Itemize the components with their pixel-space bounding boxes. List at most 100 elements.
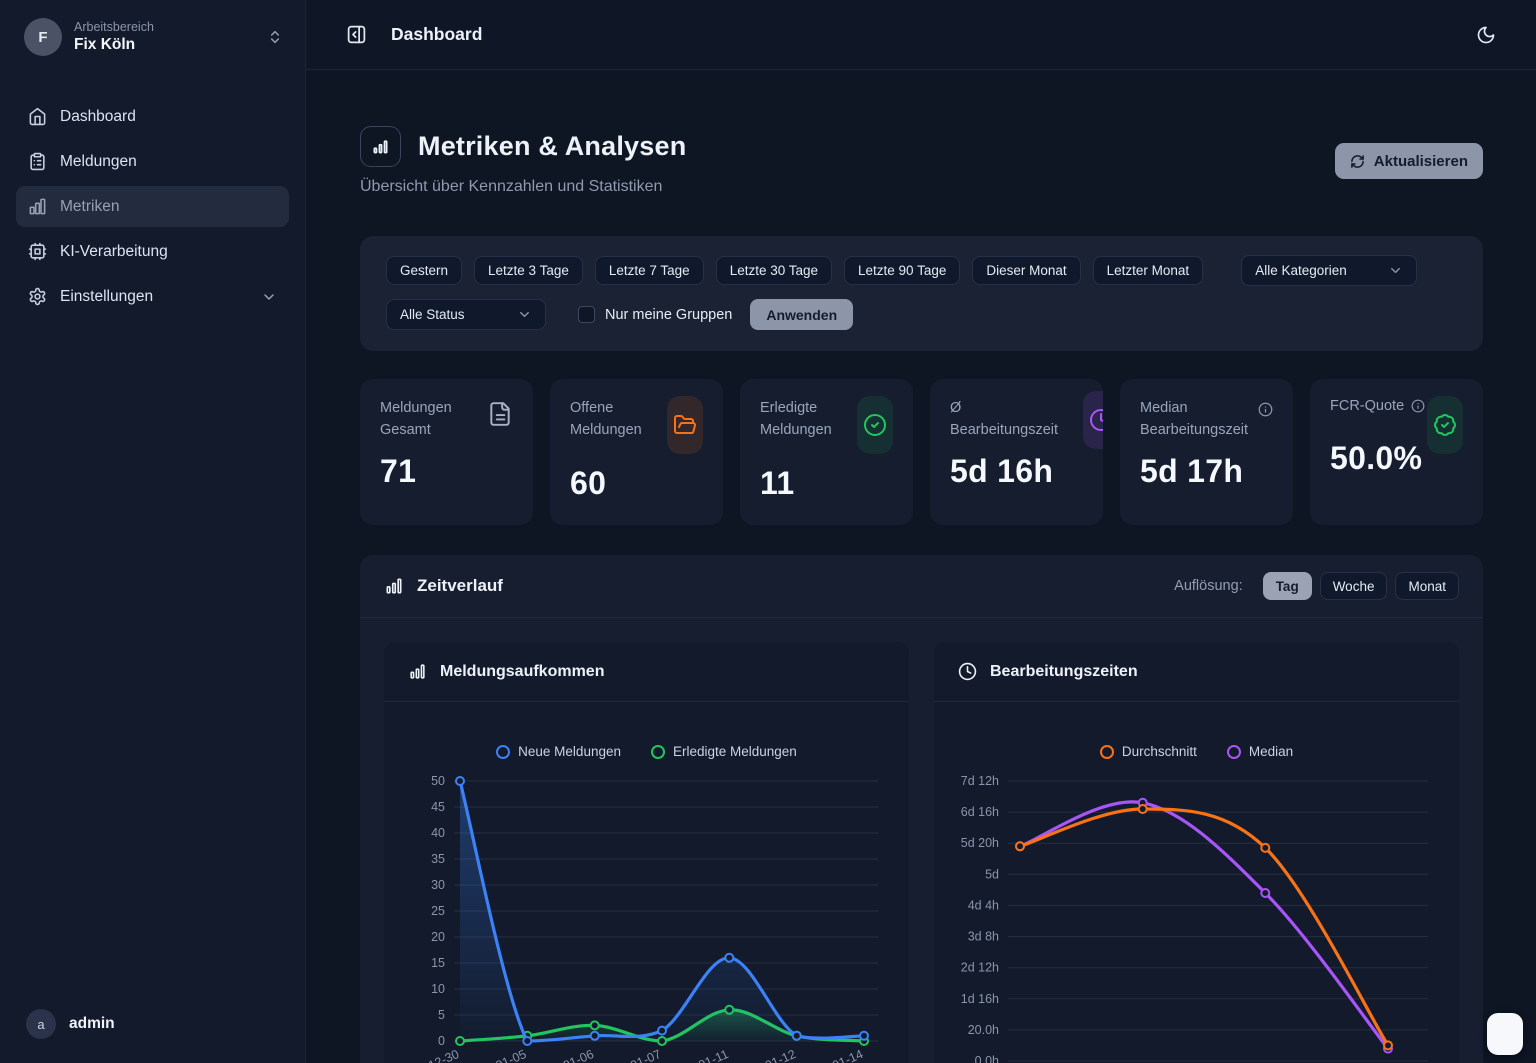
sidebar-item-label: Einstellungen: [60, 288, 153, 306]
svg-text:6d 16h: 6d 16h: [961, 805, 999, 819]
range-letzter-monat-button[interactable]: Letzter Monat: [1093, 256, 1204, 285]
workspace-avatar: F: [24, 18, 62, 56]
svg-text:2026-01-11: 2026-01-11: [667, 1047, 730, 1063]
user-menu[interactable]: a admin: [16, 1003, 289, 1045]
chevron-down-icon: [1388, 263, 1403, 278]
legend-item: Erledigte Meldungen: [651, 744, 797, 759]
workspace-name: Fix Köln: [74, 35, 255, 54]
stat-card-offene-meldungen: Offene Meldungen 60: [550, 379, 723, 525]
stat-label: Offene Meldungen: [570, 398, 667, 442]
filter-panel: Gestern Letzte 3 Tage Letzte 7 Tage Letz…: [360, 236, 1483, 351]
chart-card-meldungsaufkommen: Meldungsaufkommen Neue Meldungen Erledig…: [384, 642, 909, 1063]
svg-text:2d 12h: 2d 12h: [961, 961, 999, 975]
svg-text:7d 12h: 7d 12h: [961, 774, 999, 788]
svg-text:25: 25: [431, 904, 445, 918]
apply-button[interactable]: Anwenden: [750, 299, 853, 330]
user-avatar: a: [26, 1009, 56, 1039]
svg-text:15: 15: [431, 956, 445, 970]
category-select[interactable]: Alle Kategorien: [1241, 255, 1417, 286]
chart-title: Meldungsaufkommen: [440, 663, 604, 681]
range-dieser-monat-button[interactable]: Dieser Monat: [972, 256, 1080, 285]
svg-text:3d 8h: 3d 8h: [968, 930, 999, 944]
workspace-label: Arbeitsbereich: [74, 20, 255, 36]
my-groups-checkbox[interactable]: [578, 306, 595, 323]
svg-text:35: 35: [431, 852, 445, 866]
sidebar-item-einstellungen[interactable]: Einstellungen: [16, 276, 289, 317]
gear-icon: [28, 287, 47, 306]
dark-mode-toggle[interactable]: [1470, 19, 1502, 51]
folder-open-icon: [667, 396, 703, 454]
legend-marker: [651, 745, 665, 759]
range-letzte-7-tage-button[interactable]: Letzte 7 Tage: [595, 256, 704, 285]
legend-label: Neue Meldungen: [518, 744, 621, 759]
chart-legend: Durchschnitt Median: [950, 744, 1443, 759]
info-icon: [1258, 402, 1273, 417]
legend-label: Median: [1249, 744, 1293, 759]
check-circle-icon: [857, 396, 893, 454]
refresh-button[interactable]: Aktualisieren: [1335, 143, 1483, 179]
chart-card-bearbeitungszeiten: Bearbeitungszeiten Durchschnitt Median: [934, 642, 1459, 1063]
svg-text:5: 5: [438, 1008, 445, 1022]
svg-text:45: 45: [431, 800, 445, 814]
resolution-label: Auflösung:: [1174, 578, 1243, 594]
chevron-down-icon: [261, 289, 277, 305]
svg-text:2026-01-12: 2026-01-12: [734, 1047, 798, 1063]
refresh-icon: [1350, 154, 1365, 169]
chart-title: Bearbeitungszeiten: [990, 663, 1138, 681]
status-select[interactable]: Alle Status: [386, 299, 546, 330]
sidebar-item-metriken[interactable]: Metriken: [16, 186, 289, 227]
moon-icon: [1476, 25, 1496, 45]
sidebar-item-dashboard[interactable]: Dashboard: [16, 96, 289, 137]
timeline-panel: Zeitverlauf Auflösung: Tag Woche Monat M…: [360, 555, 1483, 1063]
stat-label: Ø Bearbeitungszeit: [950, 398, 1068, 442]
svg-text:1d 16h: 1d 16h: [961, 992, 999, 1006]
my-groups-label: Nur meine Gruppen: [605, 307, 732, 323]
resolution-woche-button[interactable]: Woche: [1320, 572, 1388, 600]
stat-value: 71: [380, 453, 513, 490]
refresh-label: Aktualisieren: [1374, 153, 1468, 170]
page-title: Metriken & Analysen: [418, 131, 686, 162]
bar-chart-icon: [28, 197, 47, 216]
bearbeitungszeiten-chart: 0.0h20.0h1d 16h2d 12h3d 8h4d 4h5d5d 20h6…: [950, 771, 1442, 1063]
svg-text:5d: 5d: [985, 867, 999, 881]
legend-marker: [1227, 745, 1241, 759]
sidebar-item-meldungen[interactable]: Meldungen: [16, 141, 289, 182]
meldungsaufkommen-chart: 051015202530354045502025-12-302026-01-05…: [400, 771, 892, 1063]
range-letzte-3-tage-button[interactable]: Letzte 3 Tage: [474, 256, 583, 285]
svg-text:30: 30: [431, 878, 445, 892]
floating-action-button[interactable]: [1487, 1013, 1523, 1055]
range-gestern-button[interactable]: Gestern: [386, 256, 462, 285]
svg-text:2026-01-05: 2026-01-05: [464, 1047, 528, 1063]
clock-icon: [958, 662, 977, 681]
topbar-title: Dashboard: [391, 24, 482, 45]
status-select-value: Alle Status: [400, 307, 465, 322]
range-letzte-30-tage-button[interactable]: Letzte 30 Tage: [716, 256, 832, 285]
page-subtitle: Übersicht über Kennzahlen und Statistike…: [360, 178, 686, 196]
sidebar-nav: Dashboard Meldungen Metriken KI-Verarbei…: [16, 96, 289, 317]
svg-text:5d 20h: 5d 20h: [961, 836, 999, 850]
resolution-tag-button[interactable]: Tag: [1263, 572, 1312, 600]
home-icon: [28, 107, 47, 126]
svg-text:4d 4h: 4d 4h: [968, 898, 999, 912]
stat-card-median-bearbeitungszeit: Median Bearbeitungszeit 5d 17h: [1120, 379, 1293, 525]
page-header: Metriken & Analysen Übersicht über Kennz…: [360, 126, 1483, 196]
resolution-monat-button[interactable]: Monat: [1395, 572, 1459, 600]
legend-item: Neue Meldungen: [496, 744, 621, 759]
sidebar-item-label: Metriken: [60, 198, 119, 216]
legend-marker: [1100, 745, 1114, 759]
sidebar-item-label: KI-Verarbeitung: [60, 243, 168, 261]
stat-card-meldungen-gesamt: Meldungen Gesamt 71: [360, 379, 533, 525]
sidebar-toggle-button[interactable]: [340, 18, 373, 51]
range-letzte-90-tage-button[interactable]: Letzte 90 Tage: [844, 256, 960, 285]
badge-check-icon: [1427, 396, 1463, 454]
stat-value: 11: [760, 465, 893, 502]
stats-row: Meldungen Gesamt 71 Offene Meldungen 60: [360, 379, 1483, 525]
category-select-value: Alle Kategorien: [1255, 263, 1347, 278]
sidebar-item-ki-verarbeitung[interactable]: KI-Verarbeitung: [16, 231, 289, 272]
svg-text:2025-12-30: 2025-12-30: [400, 1047, 461, 1063]
workspace-switcher[interactable]: F Arbeitsbereich Fix Köln: [16, 14, 289, 60]
stat-label: FCR-Quote: [1330, 398, 1404, 414]
sidebar-item-label: Meldungen: [60, 153, 137, 171]
stat-value: 5d 17h: [1140, 453, 1273, 490]
chevrons-up-down-icon: [267, 29, 283, 45]
